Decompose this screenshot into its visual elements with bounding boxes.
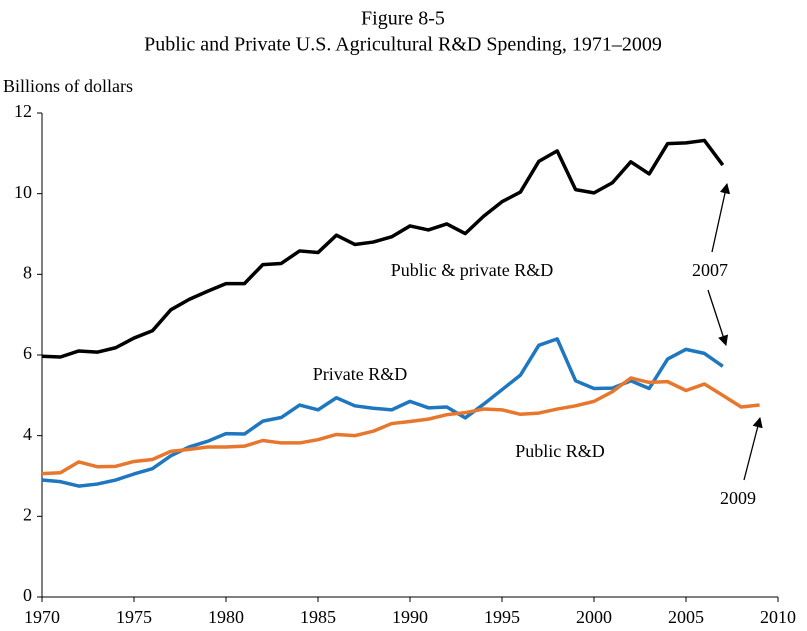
- arrow: [707, 289, 729, 346]
- y-tick-label: 8: [23, 262, 32, 282]
- x-tick-label: 2005: [668, 607, 704, 627]
- y-axis-label: Billions of dollars: [3, 76, 133, 96]
- y-tick-label: 0: [23, 585, 32, 605]
- annotation: 2007: [692, 260, 728, 280]
- series-label: Public & private R&D: [391, 260, 553, 280]
- y-tick-label: 10: [14, 182, 32, 202]
- x-tick-label: 1990: [392, 607, 428, 627]
- x-tick-label: 1985: [300, 607, 336, 627]
- y-tick-label: 12: [14, 101, 32, 121]
- series-line: [41, 376, 760, 476]
- x-tick-label: 1995: [484, 607, 520, 627]
- arrow: [743, 416, 763, 481]
- chart-subtitle: Public and Private U.S. Agricultural R&D…: [144, 34, 662, 56]
- chart-title: Figure 8-5: [361, 8, 445, 30]
- annotation: 2009: [720, 488, 756, 508]
- x-tick-label: 2000: [576, 607, 612, 627]
- x-tick-label: 1970: [24, 607, 60, 627]
- x-tick-label: 1980: [208, 607, 244, 627]
- arrow: [711, 182, 731, 253]
- y-tick-label: 2: [23, 504, 32, 524]
- y-tick-label: 4: [23, 424, 32, 444]
- series-label: Private R&D: [313, 364, 408, 384]
- series-label: Public R&D: [515, 441, 605, 461]
- y-tick-label: 6: [23, 343, 32, 363]
- x-tick-label: 2010: [760, 607, 796, 627]
- series-line: [41, 337, 724, 488]
- series-line: [41, 138, 725, 359]
- x-tick-label: 1975: [116, 607, 152, 627]
